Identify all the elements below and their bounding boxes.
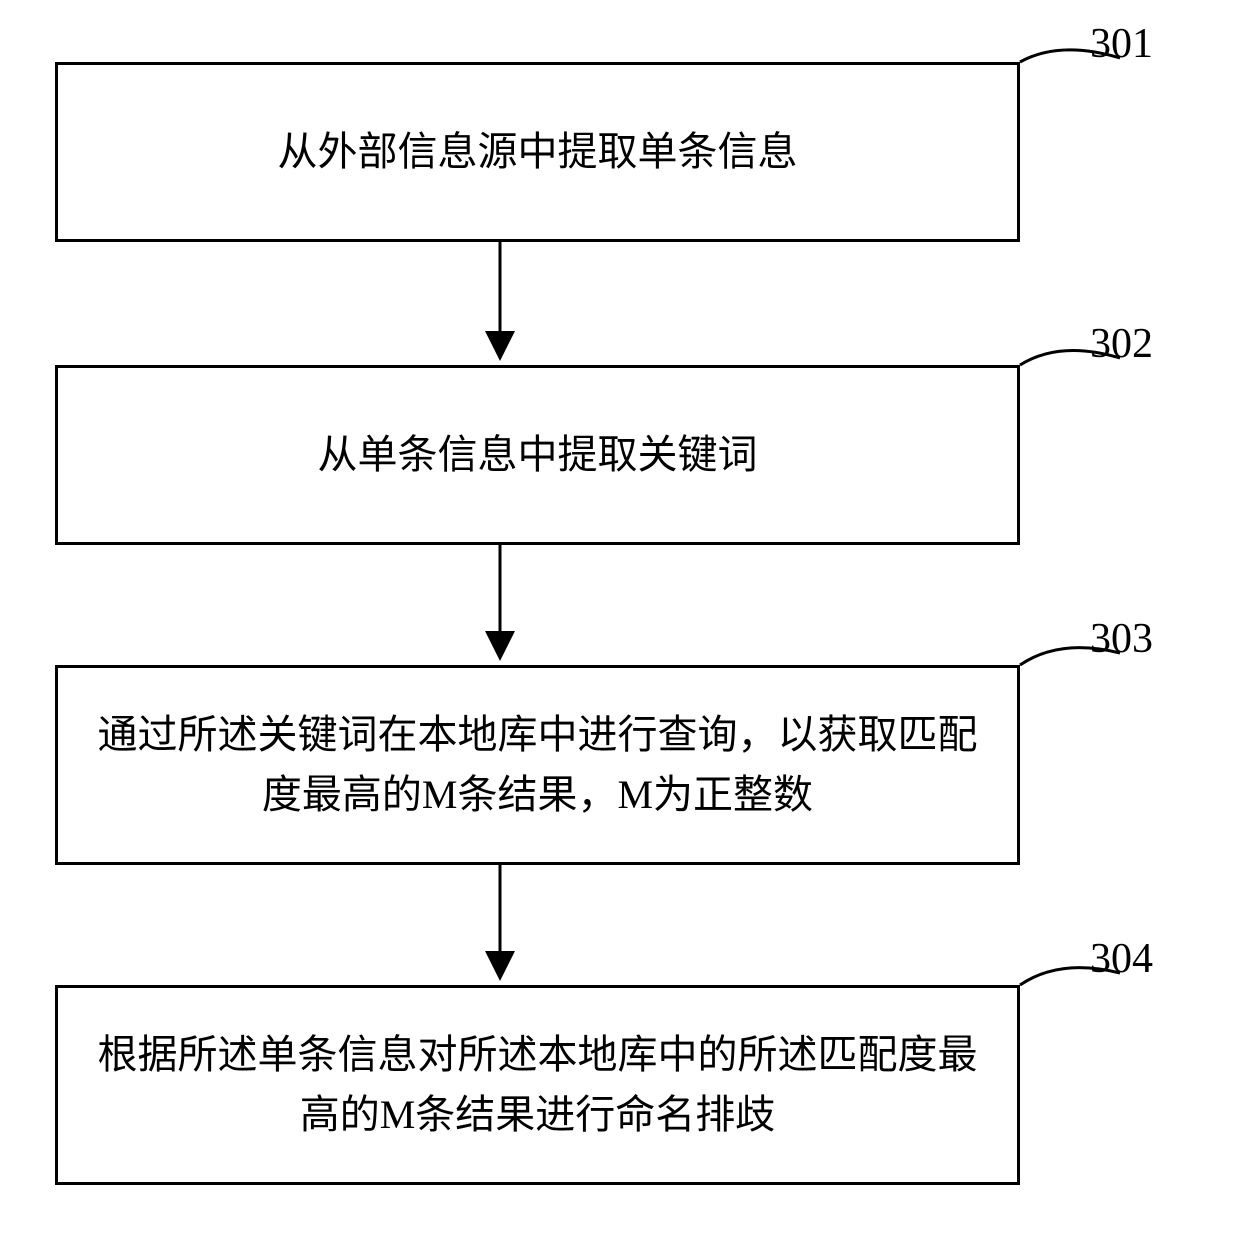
node-text: 通过所述关键词在本地库中进行查询，以获取匹配度最高的M条结果，M为正整数 [88,705,987,825]
node-label: 302 [1090,320,1153,368]
node-label: 303 [1090,615,1153,663]
flowchart-node: 从外部信息源中提取单条信息 [55,62,1020,242]
node-text: 根据所述单条信息对所述本地库中的所述匹配度最高的M条结果进行命名排歧 [88,1025,987,1145]
flowchart-node: 通过所述关键词在本地库中进行查询，以获取匹配度最高的M条结果，M为正整数 [55,665,1020,865]
flowchart-container: 从外部信息源中提取单条信息 301 从单条信息中提取关键词 302 通过所述关键… [0,0,1240,1235]
node-text: 从单条信息中提取关键词 [318,425,758,485]
node-label: 301 [1090,20,1153,68]
flowchart-node: 从单条信息中提取关键词 [55,365,1020,545]
flowchart-node: 根据所述单条信息对所述本地库中的所述匹配度最高的M条结果进行命名排歧 [55,985,1020,1185]
node-label: 304 [1090,935,1153,983]
node-text: 从外部信息源中提取单条信息 [278,122,798,182]
